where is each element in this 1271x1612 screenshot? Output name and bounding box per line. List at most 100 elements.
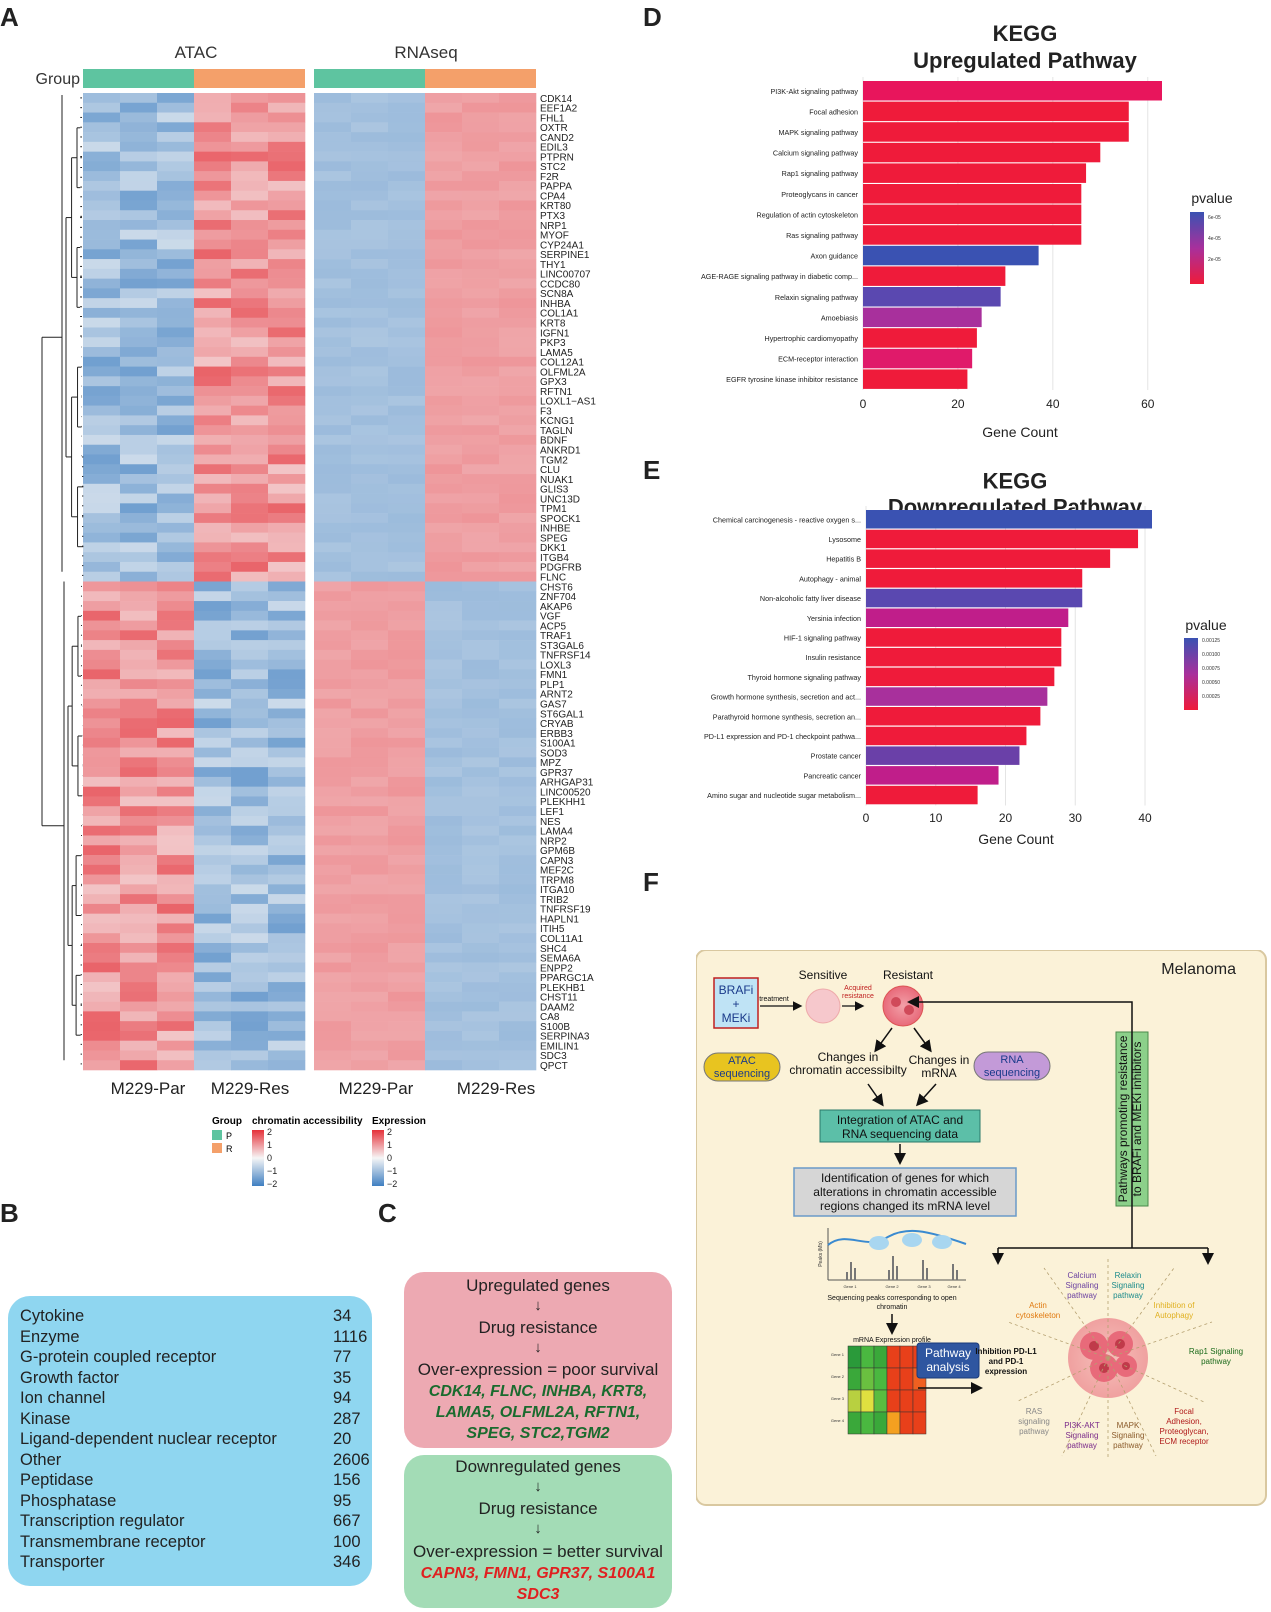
down-genes-1: CAPN3, FMN1, GPR37, S100A1	[420, 1565, 656, 1582]
heatmap-cell	[231, 376, 269, 387]
heatmap-cell	[425, 151, 463, 162]
heatmap-cell	[83, 425, 121, 436]
gene-label: KCNG1	[540, 416, 575, 427]
heatmap-cell	[120, 434, 158, 446]
heatmap-cell	[268, 659, 306, 670]
gene-label: TRPM8	[540, 875, 574, 886]
heatmap-cell	[83, 356, 121, 367]
pathway-label: Inhibition PD-L1	[975, 1347, 1037, 1356]
heatmap-cell	[231, 1001, 269, 1012]
heatmap-cell	[388, 610, 426, 621]
heatmap-cell	[268, 151, 306, 162]
heatmap-cell	[83, 601, 121, 612]
heatmap-cell	[120, 444, 158, 455]
bar-category-label: Non-alcoholic fatty liver disease	[760, 594, 861, 603]
heatmap-cell	[351, 855, 389, 866]
heatmap-cell	[462, 757, 500, 768]
heatmap-cell	[425, 1021, 463, 1032]
mrna-cell	[886, 1345, 901, 1369]
mrna-row-gene-1: Gene 1	[831, 1352, 845, 1357]
heatmap-cell	[231, 395, 269, 406]
heatmap-cell	[268, 806, 306, 817]
heatmap-cell	[120, 307, 158, 319]
heatmap-cell	[314, 581, 352, 592]
peaks-axis-label: Peaks (Mb)	[818, 1241, 824, 1267]
gene-label: NRP1	[540, 221, 567, 232]
heatmap-cell	[499, 601, 537, 612]
gene-label: FHL1	[540, 113, 565, 124]
heatmap-cell	[314, 786, 352, 797]
heatmap-cell	[425, 542, 463, 553]
kegg-down-colorbar	[1184, 638, 1198, 710]
mrna-cell	[847, 1367, 862, 1391]
heatmap-cell	[425, 386, 463, 397]
integration-box	[819, 1109, 981, 1143]
heatmap-cell	[462, 708, 500, 719]
heatmap-cell	[83, 991, 121, 1002]
mrna-cell	[860, 1411, 875, 1435]
heatmap-cell	[120, 728, 158, 739]
gene-class-label: Kinase	[20, 1409, 71, 1428]
heatmap-cell	[120, 171, 158, 182]
heatmap-cell	[231, 806, 269, 817]
heatmap-cell	[388, 884, 426, 895]
heatmap-cell	[231, 444, 269, 455]
heatmap-cell	[231, 552, 269, 563]
heatmap-cell	[194, 366, 232, 377]
heatmap-cell	[120, 464, 158, 475]
heatmap-cell	[157, 415, 195, 426]
heatmap-cell	[120, 815, 158, 827]
heatmap-cell	[268, 190, 306, 201]
heatmap-cell	[120, 337, 158, 348]
bar-category-label: Axon guidance	[810, 252, 858, 261]
heatmap-cell	[120, 513, 158, 524]
heatmap-cell	[157, 259, 195, 270]
heatmap-cell	[194, 620, 232, 631]
bar-category-label: Ras signaling pathway	[786, 231, 858, 240]
heatmap-cell	[231, 845, 269, 856]
gene-class-count: 35	[333, 1368, 352, 1387]
gene-label: MPZ	[540, 758, 561, 769]
heatmap-cell	[462, 884, 500, 895]
heatmap-cell	[388, 249, 426, 260]
heatmap-cell	[462, 493, 500, 504]
gene-label: RFTN1	[540, 387, 573, 398]
heatmap-cell	[120, 259, 158, 270]
heatmap-cell	[194, 884, 232, 895]
heatmap-cell	[268, 835, 306, 846]
heatmap-cell	[351, 581, 389, 592]
mrna-cell	[860, 1367, 875, 1391]
heatmap-cell	[120, 356, 158, 367]
heatmap-cell	[388, 864, 426, 875]
heatmap-cell	[314, 767, 352, 778]
heatmap-cell	[499, 347, 537, 358]
heatmap-cell	[499, 1040, 537, 1051]
heatmap-cell	[268, 405, 306, 416]
heatmap-cell	[194, 474, 232, 485]
heatmap-group-bar	[83, 69, 536, 88]
heatmap-cell	[499, 571, 537, 582]
heatmap-cell	[231, 669, 269, 680]
heatmap-cell	[83, 982, 121, 993]
bar-category-label: Hepatitis B	[826, 555, 861, 564]
heatmap-cell	[425, 122, 463, 133]
kegg-up-chart: KEGG Upregulated Pathway PI3K-Akt signal…	[701, 21, 1233, 440]
heatmap-cell	[388, 923, 426, 934]
heatmap-cell	[425, 561, 463, 573]
heatmap-cell	[157, 220, 195, 231]
heatmap-cell	[231, 268, 269, 279]
gene-label: GPR37	[540, 768, 573, 779]
heatmap-cell	[462, 630, 500, 641]
down-outcome: Over-expression = better survival	[413, 1542, 663, 1561]
heatmap-cell	[314, 747, 352, 758]
heatmap-cell	[268, 112, 306, 123]
heatmap-cell	[83, 728, 121, 739]
heatmap-cell	[83, 102, 121, 113]
heatmap-cell	[425, 190, 463, 201]
bar-category-label: Hypertrophic cardiomyopathy	[765, 334, 859, 343]
heatmap-cell	[388, 298, 426, 309]
heatmap-cell	[462, 815, 500, 827]
mrna-cell	[873, 1411, 888, 1435]
heatmap-cell	[499, 737, 537, 748]
bar-category-label: Regulation of actin cytoskeleton	[757, 210, 859, 219]
